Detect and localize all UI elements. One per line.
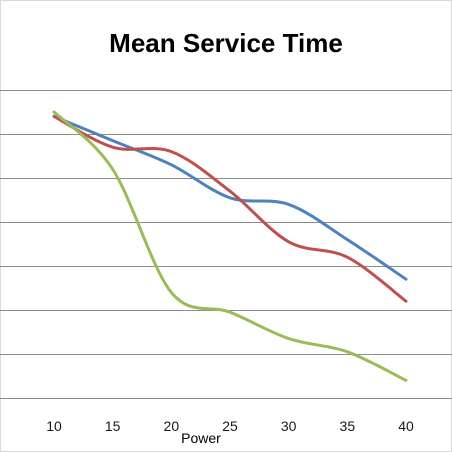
x-tick-label: 10: [46, 418, 62, 434]
x-tick-labels: 10 15 20 25 30 35 40: [46, 418, 414, 434]
x-tick-label: 20: [164, 418, 180, 434]
series-line-3: [52, 110, 408, 382]
x-axis-label: Power: [181, 430, 221, 446]
x-tick-label: 25: [222, 418, 238, 434]
x-tick-label: 40: [398, 418, 414, 434]
x-tick-label: 30: [281, 418, 297, 434]
gridlines: [0, 90, 452, 355]
x-tick-label: 15: [105, 418, 121, 434]
x-tick-label: 35: [340, 418, 356, 434]
series-lines: [52, 110, 408, 382]
series-line-1: [52, 114, 408, 281]
chart-title: Mean Service Time: [109, 28, 343, 58]
series-line-2: [52, 114, 408, 303]
